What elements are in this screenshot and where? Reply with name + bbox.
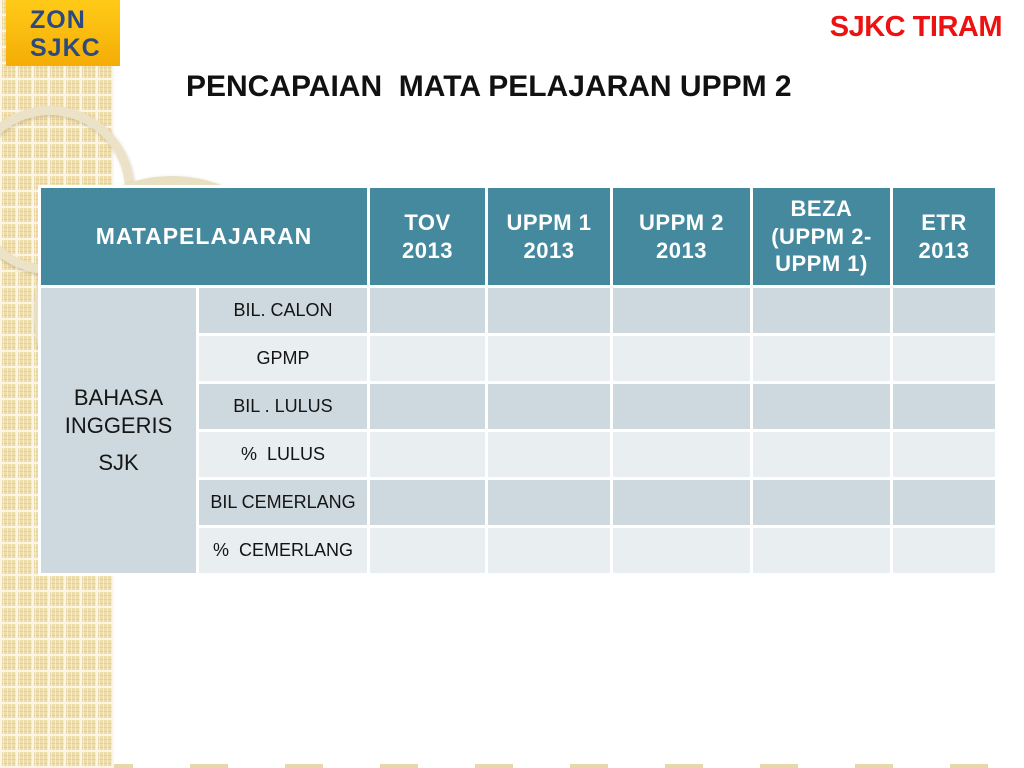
row-label: % LULUS bbox=[199, 432, 367, 477]
data-cell bbox=[753, 480, 890, 525]
table-row: % CEMERLANG bbox=[41, 528, 995, 573]
data-cell bbox=[370, 336, 485, 381]
header-beza: BEZA (UPPM 2-UPPM 1) bbox=[753, 188, 890, 285]
data-cell bbox=[893, 432, 995, 477]
data-cell bbox=[370, 432, 485, 477]
subject-cell: BAHASA INGGERIS SJK bbox=[41, 288, 196, 573]
data-cell bbox=[370, 384, 485, 429]
row-label: BIL. CALON bbox=[199, 288, 367, 333]
data-cell bbox=[488, 336, 610, 381]
row-label: BIL . LULUS bbox=[199, 384, 367, 429]
data-cell bbox=[613, 384, 750, 429]
data-cell bbox=[893, 528, 995, 573]
data-cell bbox=[488, 480, 610, 525]
data-cell bbox=[370, 480, 485, 525]
data-cell bbox=[753, 528, 890, 573]
subject-name: BAHASA INGGERIS bbox=[64, 384, 173, 439]
table-row: BIL . LULUS bbox=[41, 384, 995, 429]
data-cell bbox=[893, 288, 995, 333]
data-cell bbox=[893, 480, 995, 525]
school-name: SJKC TIRAM bbox=[829, 11, 1003, 43]
table-header-row: MATAPELAJARAN TOV 2013 UPPM 1 2013 UPPM … bbox=[41, 188, 995, 285]
zone-badge-line2: SJKC bbox=[30, 34, 101, 62]
bottom-dashed-strip bbox=[0, 764, 1024, 768]
data-cell bbox=[613, 288, 750, 333]
data-cell bbox=[613, 528, 750, 573]
table-row: % LULUS bbox=[41, 432, 995, 477]
table-row: BIL CEMERLANG bbox=[41, 480, 995, 525]
results-table: MATAPELAJARAN TOV 2013 UPPM 1 2013 UPPM … bbox=[38, 185, 998, 576]
row-label: BIL CEMERLANG bbox=[199, 480, 367, 525]
row-label: GPMP bbox=[199, 336, 367, 381]
data-cell bbox=[753, 288, 890, 333]
header-tov-2013: TOV 2013 bbox=[370, 188, 485, 285]
data-cell bbox=[370, 288, 485, 333]
zone-badge-line1: ZON bbox=[30, 6, 86, 34]
data-cell bbox=[613, 432, 750, 477]
header-etr-2013: ETR 2013 bbox=[893, 188, 995, 285]
data-cell bbox=[893, 384, 995, 429]
data-cell bbox=[893, 336, 995, 381]
data-cell bbox=[488, 528, 610, 573]
header-matapelajaran: MATAPELAJARAN bbox=[41, 188, 367, 285]
subject-sub: SJK bbox=[98, 449, 139, 475]
data-cell bbox=[753, 384, 890, 429]
zone-badge: ZON SJKC bbox=[6, 0, 120, 66]
data-cell bbox=[613, 336, 750, 381]
header-uppm1-2013: UPPM 1 2013 bbox=[488, 188, 610, 285]
header-uppm2-2013: UPPM 2 2013 bbox=[613, 188, 750, 285]
table-row: BAHASA INGGERIS SJK BIL. CALON bbox=[41, 288, 995, 573]
data-cell bbox=[753, 336, 890, 381]
page-title: PENCAPAIAN MATA PELAJARAN UPPM 2 bbox=[186, 70, 792, 103]
data-cell bbox=[613, 480, 750, 525]
data-cell bbox=[488, 432, 610, 477]
table-row: GPMP bbox=[41, 336, 995, 381]
row-label: % CEMERLANG bbox=[199, 528, 367, 573]
data-cell bbox=[753, 432, 890, 477]
data-cell bbox=[370, 528, 485, 573]
data-cell bbox=[488, 288, 610, 333]
data-cell bbox=[488, 384, 610, 429]
